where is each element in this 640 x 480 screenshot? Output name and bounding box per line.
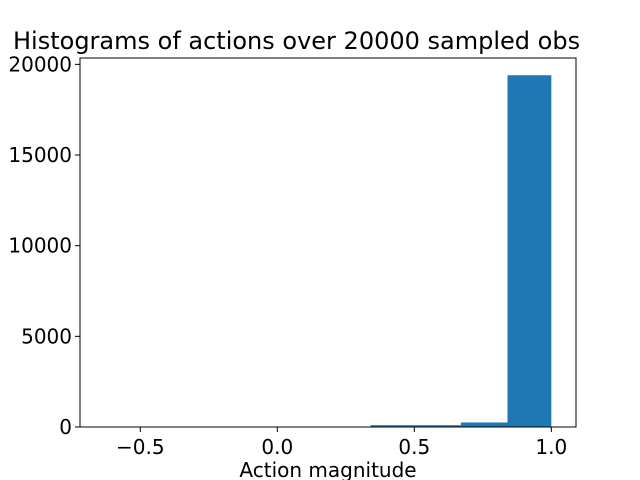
x-tick-label-1: 0.0 xyxy=(261,435,293,459)
y-tick-label-4: 20000 xyxy=(8,52,72,76)
y-tick-label-2: 10000 xyxy=(8,234,72,258)
histogram-bar-6 xyxy=(370,425,415,427)
histogram-bar-7 xyxy=(414,425,461,427)
axes-frame xyxy=(79,57,577,428)
y-tick-label-1: 5000 xyxy=(21,324,72,348)
x-tick-label-3: 1.0 xyxy=(535,435,567,459)
chart-title: Histograms of actions over 20000 sampled… xyxy=(13,27,580,55)
histogram-bar-9 xyxy=(507,75,552,427)
histogram-bars xyxy=(370,75,552,427)
x-axis-ticks: −0.5 0.0 0.5 1.0 xyxy=(116,427,567,459)
x-axis-title: Action magnitude xyxy=(239,458,416,480)
y-tick-label-3: 15000 xyxy=(8,143,72,167)
x-tick-label-0: −0.5 xyxy=(116,435,165,459)
histogram-bar-8 xyxy=(460,422,508,427)
y-tick-label-0: 0 xyxy=(59,415,72,439)
y-axis-ticks: 0 5000 10000 15000 20000 xyxy=(8,52,80,439)
x-tick-label-2: 0.5 xyxy=(398,435,430,459)
